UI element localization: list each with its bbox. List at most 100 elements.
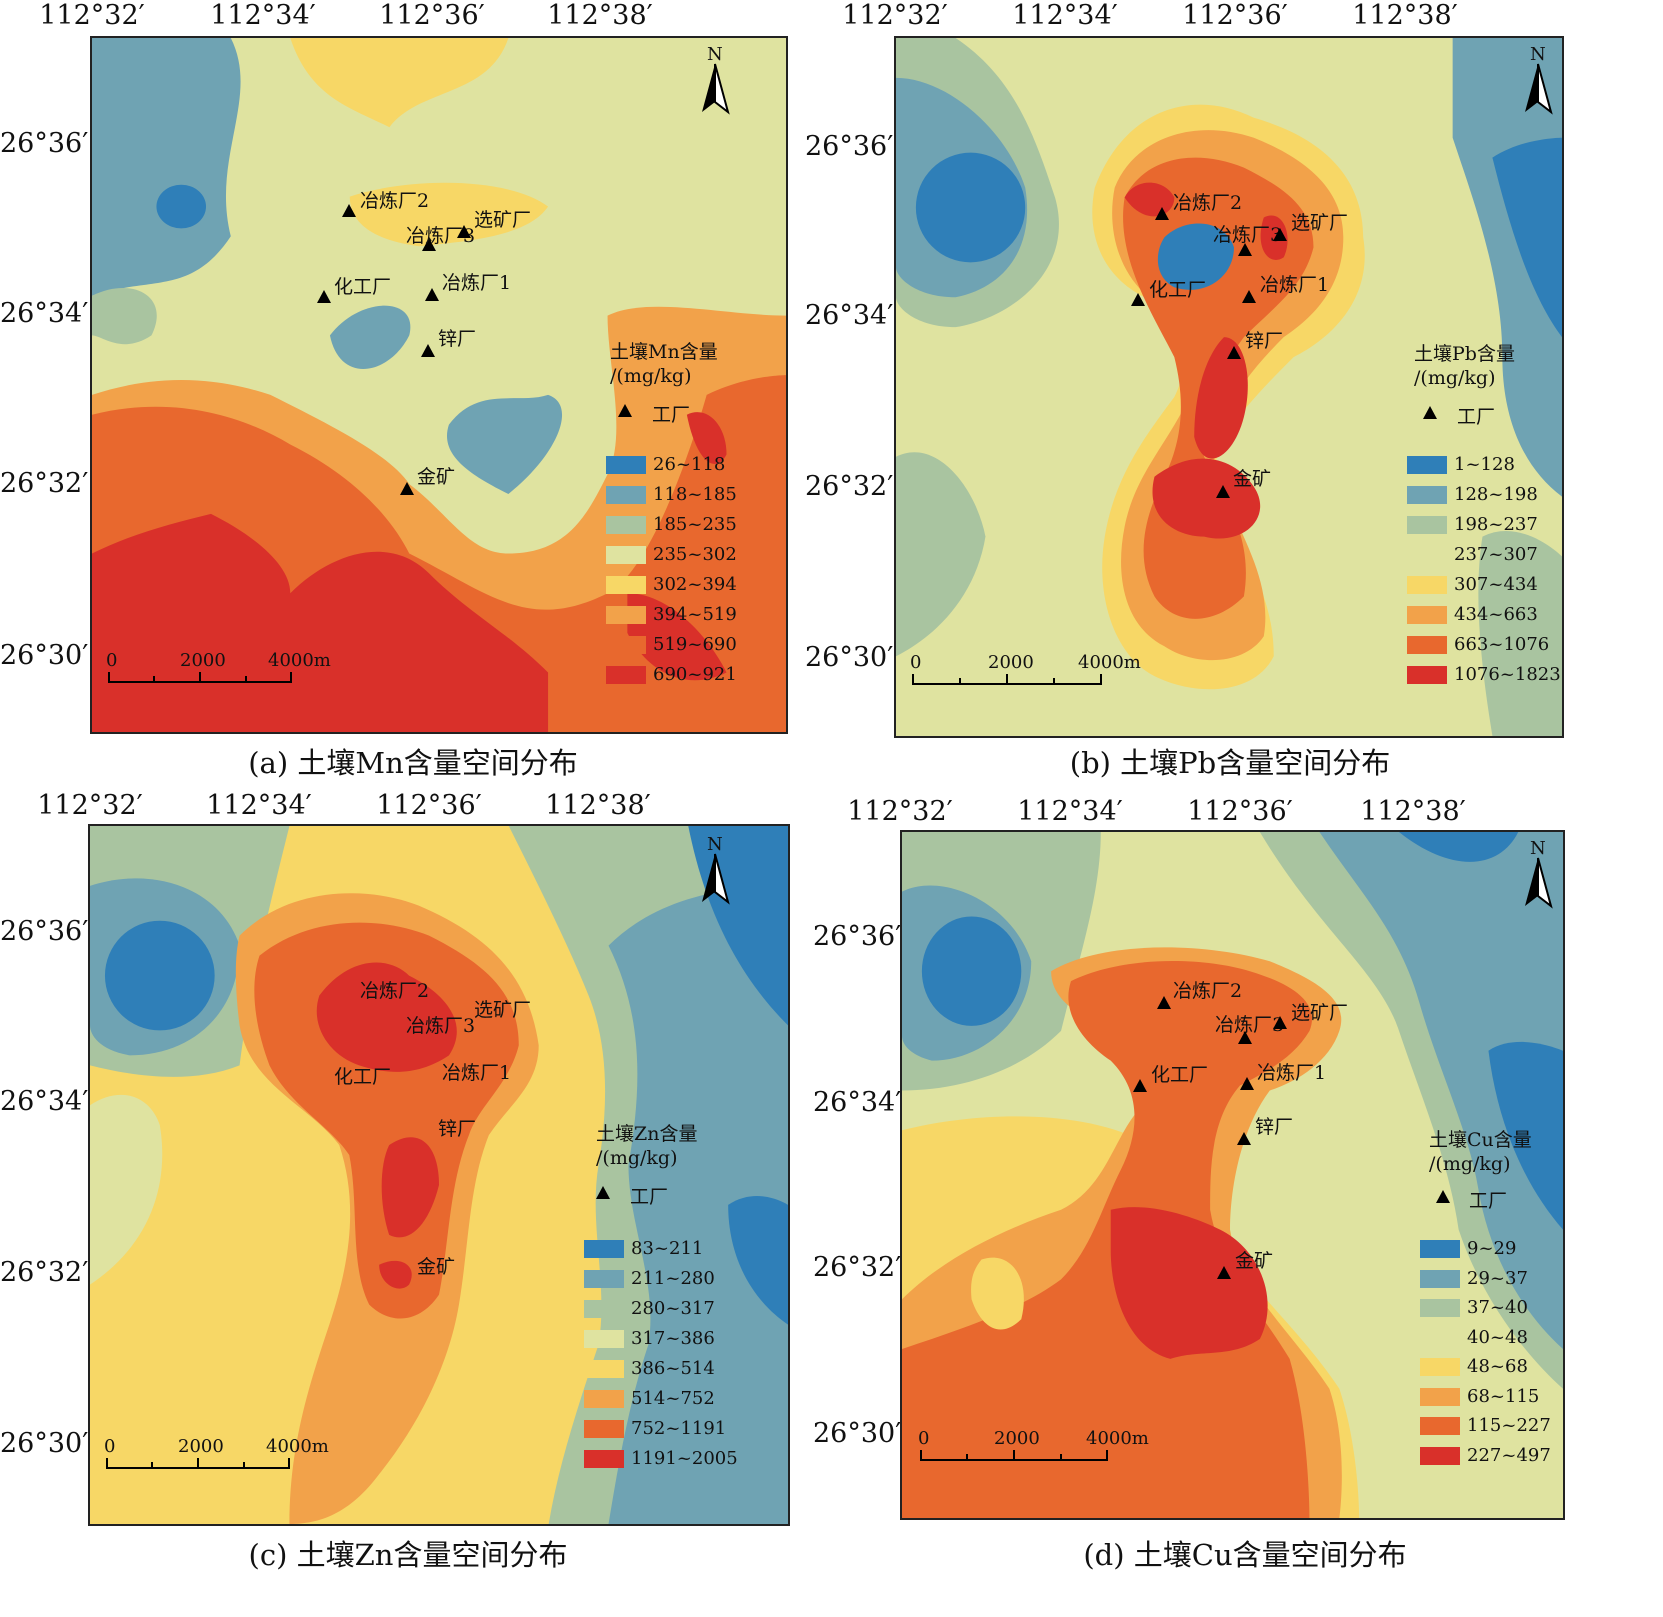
site-label: 金矿 xyxy=(1235,1250,1274,1272)
lat-tick: 26°30′ xyxy=(0,1428,89,1459)
site-label: 化工厂 xyxy=(334,276,392,298)
factory-marker xyxy=(1273,1016,1287,1029)
lon-tick: 112°38′ xyxy=(547,0,653,31)
lon-tick: 112°32′ xyxy=(39,0,145,31)
panel-mn: 112°32′ 112°34′ 112°36′ 112°38′ 26°36′ 2… xyxy=(0,0,800,780)
lon-tick: 112°36′ xyxy=(376,790,482,821)
legend-title: 土壤Pb含量 /(mg/kg) xyxy=(1414,343,1515,389)
lat-tick: 26°36′ xyxy=(0,128,89,159)
lon-tick: 112°34′ xyxy=(1012,0,1118,31)
site-label: 冶炼厂2 xyxy=(1173,192,1243,214)
concentration-map xyxy=(896,38,1562,736)
map-frame xyxy=(90,36,788,734)
scale-bar: 0 2000 4000m xyxy=(106,650,331,686)
legend-title: 土壤Zn含量 /(mg/kg) xyxy=(596,1123,698,1169)
lon-tick: 112°34′ xyxy=(210,0,316,31)
site-label: 选矿厂 xyxy=(1291,1002,1349,1024)
site-label: 选矿厂 xyxy=(474,209,532,231)
site-label: 冶炼厂1 xyxy=(1257,1062,1327,1084)
lat-tick: 26°32′ xyxy=(813,1252,902,1283)
site-label: 金矿 xyxy=(417,1256,456,1278)
factory-legend-icon xyxy=(1423,406,1437,419)
factory-legend-label: 工厂 xyxy=(1457,406,1496,428)
site-label: 锌厂 xyxy=(438,1118,477,1140)
site-label: 锌厂 xyxy=(1255,1116,1294,1138)
factory-marker xyxy=(1237,1132,1251,1145)
scale-bar: 0 2000 4000m xyxy=(918,1428,1149,1464)
panel-caption: (c) 土壤Zn含量空间分布 xyxy=(248,1538,568,1572)
lat-tick: 26°34′ xyxy=(813,1087,902,1118)
concentration-map xyxy=(90,826,788,1524)
factory-marker xyxy=(1240,1077,1254,1090)
factory-legend-icon xyxy=(596,1186,610,1199)
panel-caption: (d) 土壤Cu含量空间分布 xyxy=(1083,1538,1407,1572)
map-frame xyxy=(894,36,1564,738)
lon-tick: 112°32′ xyxy=(37,790,143,821)
lon-tick: 112°38′ xyxy=(1360,796,1466,827)
factory-marker xyxy=(1217,1266,1231,1279)
site-label: 冶炼厂2 xyxy=(1173,980,1243,1002)
site-label: 冶炼厂1 xyxy=(1260,274,1330,296)
north-arrow-icon: N xyxy=(1521,44,1555,115)
map-frame xyxy=(88,824,790,1526)
north-arrow-icon: N xyxy=(698,834,732,905)
lat-tick: 26°36′ xyxy=(813,921,902,952)
scale-bar: 0 2000 4000m xyxy=(104,1436,329,1472)
lon-tick: 112°34′ xyxy=(206,790,312,821)
factory-legend-label: 工厂 xyxy=(1469,1190,1508,1212)
site-label: 锌厂 xyxy=(438,328,477,350)
scale-bar: 0 2000 4000m xyxy=(910,652,1141,688)
site-label: 冶炼厂3 xyxy=(1215,1014,1285,1036)
site-label: 冶炼厂1 xyxy=(442,272,512,294)
panel-zn: 112°32′ 112°34′ 112°36′ 112°38′ 26°36′ 2… xyxy=(0,790,800,1617)
panel-cu: 112°32′ 112°34′ 112°36′ 112°38′ 26°36′ 2… xyxy=(805,790,1663,1617)
lat-tick: 26°32′ xyxy=(805,471,894,502)
lon-tick: 112°36′ xyxy=(1187,796,1293,827)
lon-tick: 112°38′ xyxy=(1352,0,1458,31)
lat-tick: 26°30′ xyxy=(0,640,89,671)
lon-tick: 112°32′ xyxy=(847,796,953,827)
site-label: 化工厂 xyxy=(334,1066,392,1088)
lat-tick: 26°30′ xyxy=(805,642,894,673)
north-arrow-icon: N xyxy=(698,44,732,115)
panel-caption: (a) 土壤Mn含量空间分布 xyxy=(248,746,578,780)
site-label: 金矿 xyxy=(417,466,456,488)
factory-legend-icon xyxy=(1436,1190,1450,1203)
lon-tick: 112°36′ xyxy=(379,0,485,31)
north-arrow-icon: N xyxy=(1521,838,1555,909)
lat-tick: 26°34′ xyxy=(0,298,89,329)
factory-legend-icon xyxy=(618,404,632,417)
site-label: 冶炼厂3 xyxy=(406,1015,476,1037)
site-label: 锌厂 xyxy=(1245,330,1284,352)
lon-tick: 112°34′ xyxy=(1017,796,1123,827)
site-label: 冶炼厂2 xyxy=(360,190,430,212)
site-label: 化工厂 xyxy=(1149,279,1207,301)
legend-title: 土壤Mn含量 /(mg/kg) xyxy=(610,341,718,387)
factory-legend-label: 工厂 xyxy=(630,1186,669,1208)
factory-marker xyxy=(1238,1031,1252,1044)
factory-marker xyxy=(1133,1079,1147,1092)
lat-tick: 26°36′ xyxy=(0,916,89,947)
lat-tick: 26°32′ xyxy=(0,1257,89,1288)
site-label: 选矿厂 xyxy=(474,999,532,1021)
lat-tick: 26°32′ xyxy=(0,468,89,499)
legend-title: 土壤Cu含量 /(mg/kg) xyxy=(1429,1129,1532,1175)
lat-tick: 26°30′ xyxy=(813,1418,902,1449)
lon-tick: 112°38′ xyxy=(545,790,651,821)
factory-marker xyxy=(1157,996,1171,1009)
lon-tick: 112°32′ xyxy=(842,0,948,31)
site-label: 冶炼厂2 xyxy=(360,980,430,1002)
site-label: 冶炼厂3 xyxy=(1213,224,1283,246)
lon-tick: 112°36′ xyxy=(1182,0,1288,31)
panel-caption: (b) 土壤Pb含量空间分布 xyxy=(1069,746,1391,780)
site-label: 化工厂 xyxy=(1151,1064,1209,1086)
lat-tick: 26°34′ xyxy=(805,300,894,331)
lat-tick: 26°36′ xyxy=(805,131,894,162)
site-label: 冶炼厂1 xyxy=(442,1062,512,1084)
factory-legend-label: 工厂 xyxy=(652,404,691,426)
site-label: 金矿 xyxy=(1233,468,1272,490)
lat-tick: 26°34′ xyxy=(0,1086,89,1117)
concentration-map xyxy=(92,38,786,732)
site-label: 选矿厂 xyxy=(1291,212,1349,234)
panel-pb: 112°32′ 112°34′ 112°36′ 112°38′ 26°36′ 2… xyxy=(805,0,1663,780)
